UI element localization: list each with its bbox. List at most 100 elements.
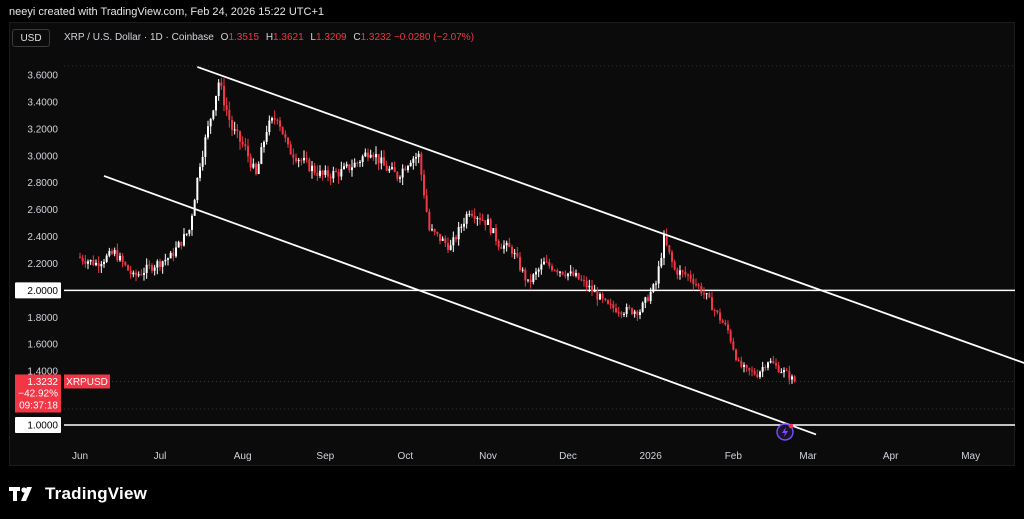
candle-body (553, 270, 556, 272)
candle-body (588, 285, 591, 288)
candle-body (743, 365, 745, 367)
candle-body (657, 266, 660, 284)
candle-body (204, 137, 207, 157)
candle-body (561, 271, 564, 275)
candle-body (473, 215, 476, 219)
candle-body (767, 362, 769, 368)
x-tick-label: Jul (154, 451, 167, 462)
x-tick-label: Nov (479, 451, 497, 462)
candle-body (124, 262, 127, 266)
candle-body (489, 219, 492, 234)
tradingview-logo-icon (9, 487, 32, 501)
x-tick-label: Feb (725, 451, 743, 462)
symbol-title[interactable]: XRP / U.S. Dollar · 1D · Coinbase (64, 32, 214, 43)
candle-body (761, 367, 764, 372)
candle-body (356, 162, 359, 164)
candle-body (708, 293, 711, 298)
candle-body (129, 270, 132, 275)
candle-body (625, 307, 628, 314)
x-tick-label: Oct (398, 451, 414, 462)
candle-body (455, 237, 457, 240)
candle-body (516, 253, 519, 257)
current-price-value: 1.3232 (27, 377, 58, 388)
candle-body (375, 154, 377, 158)
candle-body (231, 119, 233, 130)
candle-body (735, 349, 737, 360)
symbol-tag (64, 374, 110, 389)
candle-body (609, 303, 612, 305)
candle-body (156, 261, 159, 268)
candle-body (711, 297, 713, 311)
candle-body (756, 374, 759, 377)
candle-body (265, 132, 268, 142)
candle-body (340, 169, 343, 177)
candle-body (460, 226, 463, 228)
candle-body (215, 95, 217, 111)
candle-body (521, 269, 524, 271)
candle-body (753, 371, 756, 375)
candle-body (407, 166, 409, 171)
candle-body (444, 238, 447, 244)
candle-body (383, 157, 385, 166)
candle-body (481, 220, 484, 222)
candle-body (257, 163, 260, 174)
candle-body (716, 310, 719, 313)
candle-body (524, 269, 527, 281)
candle-body (367, 152, 369, 158)
candle-body (191, 215, 193, 230)
candle-body (351, 167, 353, 171)
candle-body (348, 164, 351, 171)
candle-body (423, 174, 425, 196)
candle-body (140, 274, 143, 276)
candle-body (660, 257, 663, 267)
candle-body (433, 229, 436, 232)
candle-body (388, 168, 391, 171)
candle-body (457, 227, 460, 240)
candle-body (313, 165, 316, 173)
candle-body (519, 256, 521, 270)
candle-body (447, 243, 449, 250)
candle-body (353, 162, 356, 168)
symbol-tag-text: XRPUSD (66, 377, 108, 388)
candle-body (495, 228, 497, 241)
candle-body (212, 110, 215, 119)
candle-body (599, 294, 601, 300)
candle-body (97, 262, 100, 267)
y-tick-label: 2.4000 (27, 232, 58, 243)
y-tick-label: 3.2000 (27, 124, 58, 135)
candle-body (223, 86, 225, 106)
level-price-tag-text: 2.0000 (27, 286, 58, 297)
candle-body (180, 241, 183, 246)
candle-body (364, 152, 367, 157)
candle-body (556, 270, 559, 273)
candle-body (729, 330, 732, 342)
candle-body (241, 141, 244, 145)
candle-body (220, 82, 223, 87)
candle-body (695, 284, 697, 286)
candle-body (793, 376, 796, 382)
candle-body (372, 154, 375, 158)
candle-body (183, 234, 185, 246)
candle-body (780, 372, 783, 374)
candle-body (537, 269, 540, 272)
open-value: 1.3515 (228, 32, 260, 43)
channel-trendline (103, 175, 817, 436)
chart-panel[interactable] (9, 22, 1015, 466)
candle-body (308, 159, 311, 172)
candle-body (775, 363, 777, 366)
candle-body (196, 177, 199, 201)
tradingview-logo[interactable]: TradingView (9, 483, 147, 505)
candle-body (108, 251, 111, 256)
candle-body (652, 284, 655, 292)
candle-body (207, 126, 209, 138)
current-change-percent: −42.92% (18, 388, 58, 399)
candle-body (615, 308, 617, 313)
currency-button[interactable]: USD (12, 29, 50, 47)
candle-body (329, 176, 332, 179)
low-label: L (310, 32, 316, 43)
candle-body (425, 195, 428, 212)
candle-body (164, 259, 167, 262)
candle-body (449, 245, 452, 250)
current-price-tag (15, 374, 61, 413)
